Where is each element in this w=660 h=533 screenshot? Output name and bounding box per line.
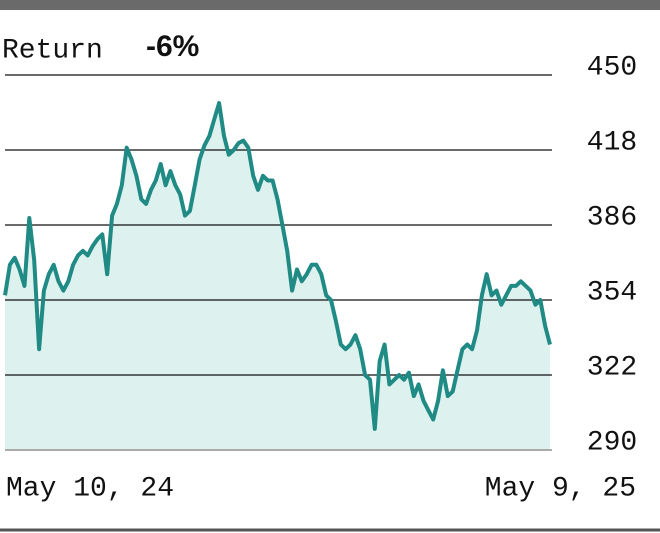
chart-title: Return bbox=[2, 35, 103, 66]
top-bar bbox=[0, 0, 660, 10]
y-tick-label: 450 bbox=[587, 52, 637, 83]
y-tick-label: 322 bbox=[587, 352, 637, 383]
x-tick-label: May 10, 24 bbox=[6, 473, 174, 504]
y-tick-label: 354 bbox=[587, 277, 637, 308]
y-tick-label: 418 bbox=[587, 127, 637, 158]
y-tick-label: 386 bbox=[587, 202, 637, 233]
plot bbox=[3, 74, 552, 451]
area bbox=[5, 103, 550, 450]
return-value: -6% bbox=[146, 30, 199, 63]
y-tick-label: 290 bbox=[587, 427, 637, 458]
line bbox=[3, 101, 552, 431]
x-tick-label: May 9, 25 bbox=[485, 473, 636, 504]
